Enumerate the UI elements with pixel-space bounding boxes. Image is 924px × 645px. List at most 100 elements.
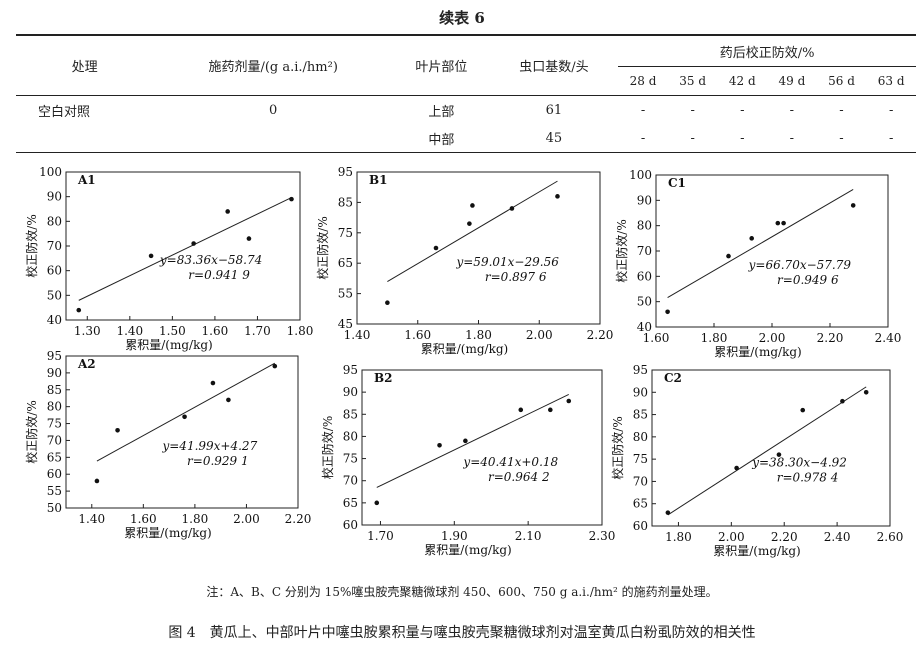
cell-value: - <box>618 124 668 153</box>
correlation-coefficient: r=0.949 6 <box>777 273 839 287</box>
regression-equation: y=59.01x−29.56 <box>455 255 559 269</box>
data-point <box>749 236 754 241</box>
x-tick-label: 2.40 <box>875 331 902 345</box>
col-header-leaf: 叶片部位 <box>393 34 490 96</box>
y-tick-label: 95 <box>343 363 358 377</box>
correlation-coefficient: r=0.897 6 <box>485 270 547 284</box>
x-tick-label: 2.20 <box>771 530 798 544</box>
data-point <box>509 206 515 211</box>
y-tick-label: 90 <box>633 385 648 399</box>
data-point <box>225 209 230 214</box>
col-header-treatment: 处理 <box>16 34 154 96</box>
data-point <box>385 300 390 306</box>
cell-base: 61 <box>545 102 563 118</box>
panel-label: C1 <box>668 176 686 190</box>
y-tick-label: 80 <box>637 219 652 233</box>
fit-line <box>78 197 292 301</box>
panel-label: C2 <box>664 371 682 385</box>
cell-base: 45 <box>489 124 619 153</box>
cell-value: - <box>717 124 768 153</box>
fit-line <box>376 393 569 488</box>
data-point <box>863 389 869 395</box>
data-point <box>800 407 806 413</box>
data-point <box>776 452 782 457</box>
x-tick-label: 1.30 <box>74 324 101 338</box>
data-point <box>182 414 187 420</box>
cell-value: - <box>767 124 817 153</box>
x-tick-label: 1.60 <box>404 328 431 342</box>
fit-line <box>387 180 558 283</box>
data-point <box>76 307 82 313</box>
cell-leaf: 中部 <box>393 124 490 153</box>
y-tick-label: 60 <box>47 467 62 481</box>
x-tick-label: 2.20 <box>817 331 844 345</box>
y-tick-label: 75 <box>343 452 358 466</box>
data-point <box>148 253 154 259</box>
y-tick-label: 70 <box>47 239 62 253</box>
data-point <box>94 478 100 484</box>
y-axis-label: 校正防效/% <box>315 216 330 279</box>
col-header-day: 56 d <box>816 66 867 96</box>
y-tick-label: 75 <box>338 226 353 240</box>
x-tick-label: 1.80 <box>465 328 492 342</box>
x-tick-label: 2.20 <box>587 328 614 342</box>
cell-value: - <box>667 124 718 153</box>
y-tick-label: 60 <box>47 264 62 278</box>
plot-frame <box>651 369 891 527</box>
y-tick-label: 40 <box>47 313 62 327</box>
y-tick-label: 45 <box>338 317 353 331</box>
data-point <box>840 398 845 404</box>
data-table: 处理 施药剂量/(g a.i./hm²) 叶片部位 虫口基数/头 药后校正防效/… <box>16 34 916 153</box>
y-tick-label: 95 <box>338 165 353 179</box>
x-tick-label: 1.90 <box>441 529 468 543</box>
data-point <box>781 220 786 226</box>
correlation-coefficient: r=0.964 2 <box>488 470 550 484</box>
table-row: 中部 45 - - - - - - <box>16 124 916 153</box>
y-tick-label: 85 <box>633 408 648 422</box>
cell-value: - <box>888 102 894 118</box>
col-header-day: 49 d <box>767 66 817 96</box>
cell-dose: 0 <box>269 102 278 118</box>
x-tick-label: 1.80 <box>182 512 209 526</box>
y-axis-label: 校正防效/% <box>24 214 39 277</box>
cell-value: - <box>866 124 916 153</box>
data-point <box>665 309 670 315</box>
correlation-coefficient: r=0.929 1 <box>187 454 249 468</box>
y-tick-label: 90 <box>47 366 62 380</box>
data-point <box>467 221 472 226</box>
data-point <box>470 203 475 208</box>
cell-treatment: 空白对照 <box>38 104 91 120</box>
fit-line <box>96 362 276 462</box>
y-tick-label: 90 <box>637 193 652 207</box>
regression-equation: y=66.70x−57.79 <box>748 258 852 272</box>
y-tick-label: 55 <box>338 287 353 301</box>
y-tick-label: 65 <box>338 256 353 270</box>
y-tick-label: 65 <box>633 497 648 511</box>
col-header-dose: 施药剂量/(g a.i./hm²) <box>153 34 394 96</box>
y-tick-label: 70 <box>47 433 62 447</box>
y-tick-label: 70 <box>637 244 652 258</box>
data-point <box>289 196 294 202</box>
figure-note: 注：A、B、C 分别为 15%噻虫胺壳聚糖微球剂 450、600、750 g a… <box>206 585 718 599</box>
data-point <box>191 241 196 246</box>
x-axis-label: 累积量/(mg/kg) <box>421 342 508 356</box>
x-tick-label: 1.60 <box>130 512 157 526</box>
y-tick-label: 70 <box>343 474 358 488</box>
panel-label: B2 <box>374 371 393 385</box>
y-tick-label: 55 <box>47 484 62 498</box>
x-tick-label: 1.60 <box>202 324 229 338</box>
y-axis-label: 校正防效/% <box>614 219 629 282</box>
y-tick-label: 75 <box>633 452 648 466</box>
data-point <box>566 398 572 404</box>
plot-frame <box>65 171 301 321</box>
table-title: 续表 6 <box>439 9 485 27</box>
regression-equation: y=40.41x+0.18 <box>462 455 558 469</box>
y-tick-label: 90 <box>343 385 358 399</box>
cell-dose <box>153 124 394 153</box>
charts-area: 40 50 60 70 80 90 100 1.30 1.40 1.50 1.60 1.70 1.80 累… <box>0 150 924 570</box>
cell-treatment <box>16 124 154 153</box>
col-header-day: 35 d <box>667 66 718 96</box>
correlation-coefficient: r=0.978 4 <box>777 471 839 485</box>
data-point <box>775 220 781 226</box>
